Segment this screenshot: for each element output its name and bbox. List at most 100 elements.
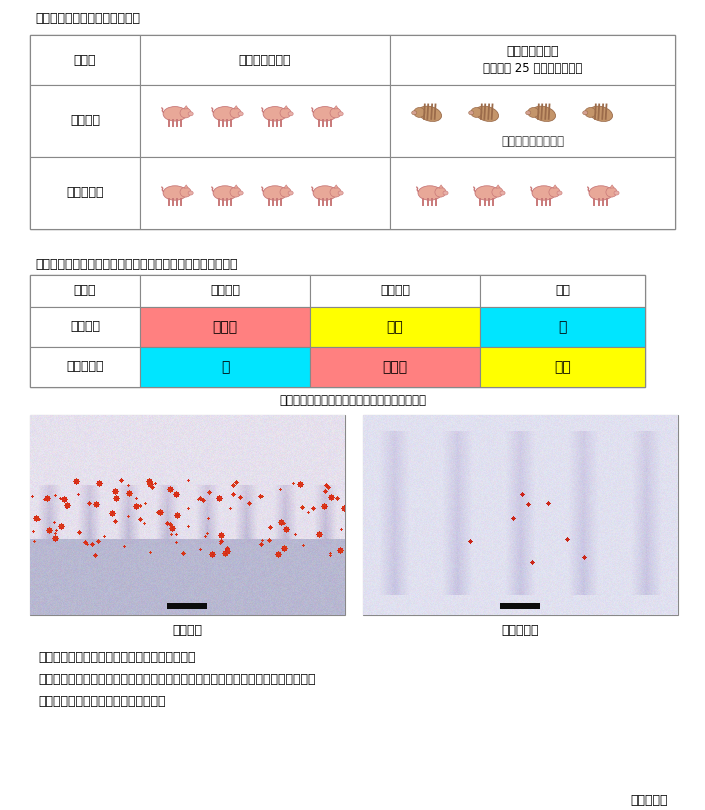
Ellipse shape — [589, 106, 613, 121]
Ellipse shape — [492, 187, 503, 197]
Ellipse shape — [435, 187, 446, 197]
Polygon shape — [284, 185, 288, 188]
Ellipse shape — [500, 191, 505, 195]
Text: Ｓ欠損型株: Ｓ欠損型株 — [66, 360, 104, 373]
Ellipse shape — [557, 191, 562, 195]
Text: ＋: ＋ — [558, 320, 567, 334]
Ellipse shape — [471, 108, 482, 117]
Bar — [30, 35, 675, 229]
Text: ＋: ＋ — [221, 360, 229, 374]
Ellipse shape — [188, 112, 193, 116]
Ellipse shape — [230, 187, 241, 197]
Polygon shape — [610, 185, 614, 188]
Text: 観察した個体数: 観察した個体数 — [239, 53, 291, 66]
Ellipse shape — [338, 191, 343, 195]
Polygon shape — [439, 185, 443, 188]
Ellipse shape — [330, 187, 341, 197]
Ellipse shape — [263, 107, 287, 121]
Ellipse shape — [475, 106, 498, 121]
Ellipse shape — [528, 108, 539, 117]
Text: Ｓ欠損型株: Ｓ欠損型株 — [502, 625, 539, 637]
Text: 北米型株: 北米型株 — [173, 625, 202, 637]
Ellipse shape — [288, 191, 293, 195]
Ellipse shape — [288, 112, 293, 116]
Bar — [140, 275, 310, 307]
Text: 絨毛の脱落軽度: 絨毛の脱落軽度 — [597, 428, 643, 438]
Bar — [570, 423, 670, 443]
Text: 絨毛が脱落: 絨毛が脱落 — [59, 428, 92, 438]
Text: 接種群: 接種群 — [74, 284, 97, 297]
Ellipse shape — [180, 108, 191, 118]
Bar — [480, 275, 645, 307]
Bar — [310, 307, 480, 347]
Bar — [310, 347, 480, 387]
Ellipse shape — [213, 185, 237, 200]
Polygon shape — [553, 185, 557, 188]
Ellipse shape — [263, 185, 287, 200]
Text: ＋＋: ＋＋ — [386, 320, 403, 334]
Ellipse shape — [614, 191, 619, 195]
Bar — [30, 35, 140, 85]
Text: ＋＋＋: ＋＋＋ — [212, 320, 238, 334]
Text: 北米型株: 北米型株 — [70, 321, 100, 334]
Ellipse shape — [589, 185, 613, 200]
Ellipse shape — [418, 185, 442, 200]
Ellipse shape — [532, 106, 556, 121]
Bar — [30, 275, 645, 387]
Ellipse shape — [238, 191, 243, 195]
Bar — [30, 85, 140, 157]
Ellipse shape — [313, 185, 337, 200]
Bar — [363, 415, 678, 615]
Bar — [480, 347, 645, 387]
Bar — [390, 85, 675, 157]
Polygon shape — [234, 185, 238, 188]
Text: 大腸: 大腸 — [555, 284, 570, 297]
Text: ＋＋＋: ＋＋＋ — [382, 360, 407, 374]
Text: 接種後４日目に死亡: 接種後４日目に死亡 — [501, 134, 564, 147]
Bar — [390, 157, 675, 229]
Ellipse shape — [418, 106, 441, 121]
Text: （鈴木亨）: （鈴木亨） — [630, 794, 668, 807]
Ellipse shape — [238, 112, 243, 116]
Ellipse shape — [180, 187, 191, 197]
Text: 表２．接種後２日目の腸管におけるウイルスの分布に関して: 表２．接種後２日目の腸管におけるウイルスの分布に関して — [35, 258, 238, 271]
Bar — [30, 157, 140, 229]
Polygon shape — [334, 105, 338, 109]
Bar — [140, 157, 390, 229]
Bar — [140, 85, 390, 157]
Polygon shape — [334, 185, 338, 188]
Bar — [390, 35, 675, 85]
Text: 欠損型株ではほとんど認められない。: 欠損型株ではほとんど認められない。 — [38, 695, 166, 708]
Bar — [140, 35, 390, 85]
Text: 生存した個体数: 生存した個体数 — [506, 45, 559, 58]
Ellipse shape — [475, 185, 499, 200]
Ellipse shape — [532, 185, 556, 200]
Bar — [30, 275, 140, 307]
Ellipse shape — [330, 108, 341, 118]
Text: 北米型株: 北米型株 — [70, 114, 100, 127]
Ellipse shape — [412, 111, 417, 115]
Bar — [140, 307, 310, 347]
Bar — [30, 415, 345, 615]
Ellipse shape — [414, 108, 425, 117]
Ellipse shape — [163, 107, 187, 121]
Ellipse shape — [230, 108, 241, 118]
Text: ＋＋: ＋＋ — [554, 360, 571, 374]
Bar — [310, 275, 480, 307]
Text: 小腸下部: 小腸下部 — [380, 284, 410, 297]
Text: 接種群: 接種群 — [74, 53, 97, 66]
Text: 図１．小腸における組織傷害性の違いに関して: 図１．小腸における組織傷害性の違いに関して — [38, 651, 195, 664]
Text: 小腸上部: 小腸上部 — [210, 284, 240, 297]
Ellipse shape — [585, 108, 596, 117]
Text: （接種後 25 日目まで観察）: （接種後 25 日目まで観察） — [483, 62, 582, 75]
Ellipse shape — [443, 191, 448, 195]
Bar — [140, 347, 310, 387]
Bar — [480, 307, 645, 347]
Ellipse shape — [526, 111, 531, 115]
Bar — [37, 423, 115, 443]
Text: 北米型株は重度の絨毛萎縮と多数のウイルス感染細胞（矢印）が認められるが、Ｓ: 北米型株は重度の絨毛萎縮と多数のウイルス感染細胞（矢印）が認められるが、Ｓ — [38, 673, 316, 686]
Ellipse shape — [163, 185, 187, 200]
Ellipse shape — [583, 111, 588, 115]
Text: ＋：少ない、＋＋：多い、＋＋＋：非常に多い: ＋：少ない、＋＋：多い、＋＋＋：非常に多い — [279, 394, 426, 407]
Text: 表１．両接種群の生存に関して: 表１．両接種群の生存に関して — [35, 12, 140, 25]
